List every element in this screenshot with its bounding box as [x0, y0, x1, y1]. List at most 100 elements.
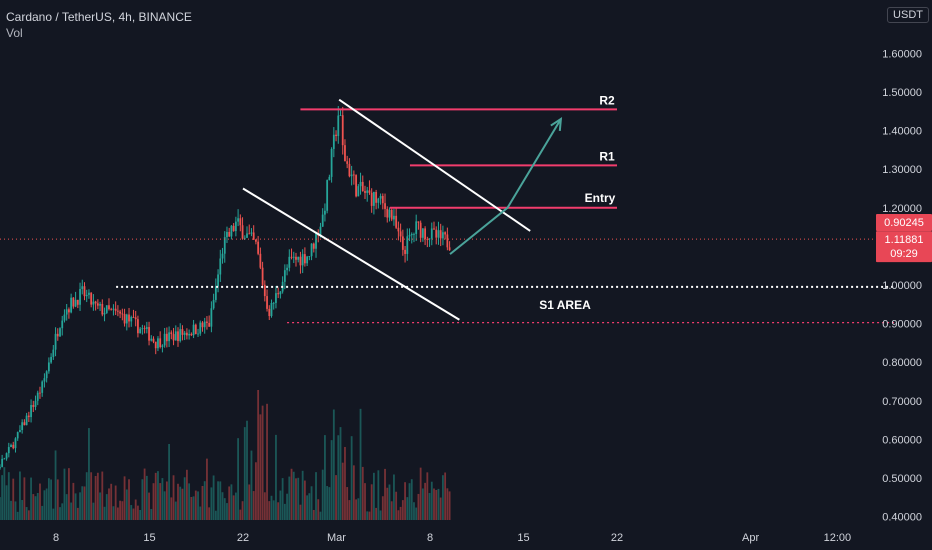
volume-bar [406, 497, 409, 520]
volume-bar [442, 475, 444, 520]
volume-bar [341, 462, 344, 520]
candle-body [161, 345, 164, 347]
volume-bar [246, 420, 248, 520]
volume-bar [413, 502, 415, 520]
candle-body [373, 192, 375, 206]
candle-body [239, 218, 242, 226]
candle-body [364, 191, 366, 193]
candle-body [163, 333, 166, 346]
candle-body [444, 232, 447, 235]
volume-bar [344, 446, 346, 520]
candle-body [401, 236, 404, 250]
volume-bar [232, 495, 235, 520]
volume-bar [139, 510, 142, 520]
candle-body [41, 381, 44, 393]
candle-body [159, 338, 162, 347]
candle-body [286, 267, 288, 271]
candle-body [123, 314, 126, 324]
candle-body [177, 331, 179, 342]
volume-bar [437, 488, 440, 520]
entry-label: Entry [585, 191, 616, 205]
volume-bar [417, 493, 420, 520]
volume-bar [188, 483, 191, 520]
volume-bar [150, 509, 153, 520]
candle-body [241, 225, 244, 239]
volume-bar [357, 498, 360, 520]
volume-bar [76, 507, 79, 520]
symbol-title[interactable]: Cardano / TetherUS, 4h, BINANCE [6, 10, 192, 24]
candle-body [174, 331, 177, 341]
candle-body [141, 328, 144, 330]
volume-bar [92, 502, 95, 520]
currency-selector[interactable]: USDT [887, 7, 929, 23]
candle-body [361, 181, 364, 192]
volume-bar [226, 503, 228, 520]
volume-bar [65, 494, 68, 520]
volume-bar [96, 472, 99, 520]
volume-bar [335, 475, 337, 520]
candle-body [272, 302, 275, 304]
time-axis[interactable]: 8 15 22 Mar 8 15 22 Apr 12:00 [53, 532, 851, 544]
chart-legend: Cardano / TetherUS, 4h, BINANCE Vol [6, 9, 192, 41]
volume-bar [201, 485, 204, 520]
volume-bar [3, 467, 6, 520]
channel-lower-line [242, 187, 460, 321]
candle-body [19, 429, 21, 433]
candle-body [210, 308, 213, 327]
candle-body [201, 322, 204, 328]
candle-body [150, 338, 153, 341]
volume-bar [415, 507, 418, 520]
volume-bar [165, 481, 168, 520]
volume-bar [359, 408, 362, 520]
volume-bar [439, 497, 442, 520]
volume-bar [281, 478, 284, 520]
volume-bar [172, 475, 175, 520]
volume-bar [355, 499, 357, 520]
price-axis[interactable]: 1.600001.500001.400001.300001.200001.100… [876, 48, 932, 524]
candle-body [417, 221, 420, 223]
candle-body [81, 286, 84, 289]
volume-bar [50, 479, 53, 520]
volume-bar [14, 501, 17, 520]
volume-bar [110, 483, 113, 520]
candle-body [390, 209, 393, 220]
volume-bar [43, 490, 46, 520]
volume-bar [7, 472, 10, 520]
candle-body [194, 324, 197, 334]
candle-body [375, 192, 378, 203]
candle-body [219, 258, 222, 275]
candle-body [130, 317, 133, 322]
r1-label: R1 [599, 149, 615, 163]
candle-body [45, 371, 48, 379]
candle-body [428, 238, 431, 240]
candle-body [393, 215, 395, 220]
candle-body [448, 247, 451, 251]
candle-body [335, 134, 337, 137]
volume-bar [292, 471, 295, 520]
volume-bar [364, 483, 366, 520]
candle-body [148, 327, 150, 341]
volume-bar [234, 492, 237, 520]
volume-bar [277, 502, 280, 520]
candle-body [206, 321, 208, 323]
candle-body [90, 292, 93, 305]
candle-body [7, 447, 10, 454]
candle-body [348, 163, 351, 177]
volume-bar [397, 510, 400, 520]
candle-body [128, 314, 130, 322]
candle-body [303, 254, 306, 264]
volume-indicator-label[interactable]: Vol [6, 26, 23, 40]
volume-bar [252, 491, 255, 520]
volume-bar [317, 499, 320, 520]
candle-body [384, 203, 386, 209]
volume-bar [350, 436, 353, 520]
candle-body [65, 309, 68, 315]
candle-body [23, 422, 26, 426]
volume-bar [203, 481, 206, 520]
volume-bar [199, 506, 202, 520]
candle-body [25, 415, 28, 426]
volume-bar [52, 508, 55, 520]
candle-body [32, 405, 35, 407]
